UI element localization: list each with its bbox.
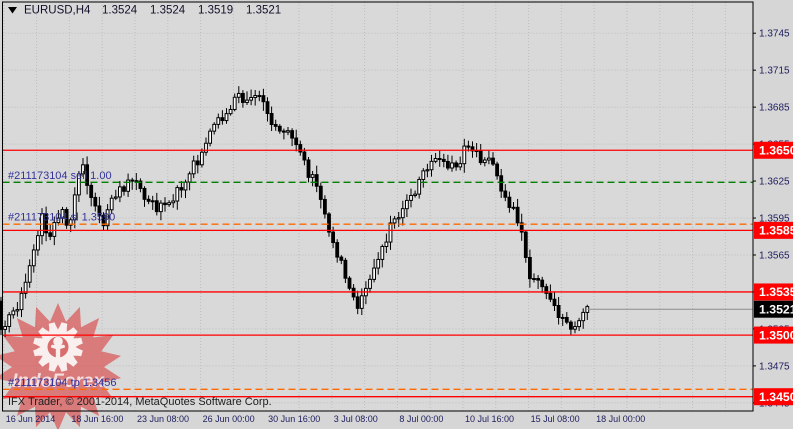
svg-text:1.3500: 1.3500 [759, 328, 793, 342]
svg-text:1.3475: 1.3475 [759, 361, 790, 372]
svg-text:1.3625: 1.3625 [759, 177, 790, 188]
svg-text:10 Jul 16:00: 10 Jul 16:00 [465, 414, 514, 424]
svg-text:1.3685: 1.3685 [759, 103, 790, 114]
svg-text:1.3745: 1.3745 [759, 29, 790, 40]
svg-text:1.3521: 1.3521 [759, 302, 793, 316]
svg-text:#211173104 sl 1.3590: #211173104 sl 1.3590 [8, 212, 115, 224]
svg-text:8 Jul 00:00: 8 Jul 00:00 [399, 414, 443, 424]
svg-text:1.3524: 1.3524 [102, 5, 138, 17]
svg-text:1.3585: 1.3585 [759, 224, 793, 238]
svg-text:1.3715: 1.3715 [759, 66, 790, 77]
svg-text:15 Jul 08:00: 15 Jul 08:00 [531, 414, 580, 424]
svg-text:1.3565: 1.3565 [759, 251, 790, 262]
svg-text:18 Jul 00:00: 18 Jul 00:00 [596, 414, 645, 424]
svg-text:30 Jun 16:00: 30 Jun 16:00 [268, 414, 320, 424]
svg-text:IFX Trader, © 2001-2014, MetaQ: IFX Trader, © 2001-2014, MetaQuotes Soft… [8, 396, 272, 408]
svg-text:1.3450: 1.3450 [759, 390, 793, 404]
svg-text:3 Jul 08:00: 3 Jul 08:00 [334, 414, 378, 424]
svg-text:#211173104 sell 1.00: #211173104 sell 1.00 [8, 170, 112, 182]
svg-text:18 Jun 16:00: 18 Jun 16:00 [71, 414, 123, 424]
svg-text:1.3521: 1.3521 [246, 5, 281, 17]
svg-text:16 Jun 2014: 16 Jun 2014 [6, 414, 56, 424]
svg-text:1.3535: 1.3535 [759, 285, 793, 299]
svg-text:1.3524: 1.3524 [150, 5, 186, 17]
svg-text:26 Jun 00:00: 26 Jun 00:00 [203, 414, 255, 424]
svg-text:1.3519: 1.3519 [198, 5, 233, 17]
svg-text:1.3650: 1.3650 [759, 143, 793, 157]
svg-text:23 Jun 08:00: 23 Jun 08:00 [137, 414, 189, 424]
svg-text:EURUSD,H4: EURUSD,H4 [24, 5, 91, 17]
svg-text:#211173104 tp 1.3456: #211173104 tp 1.3456 [8, 377, 116, 389]
